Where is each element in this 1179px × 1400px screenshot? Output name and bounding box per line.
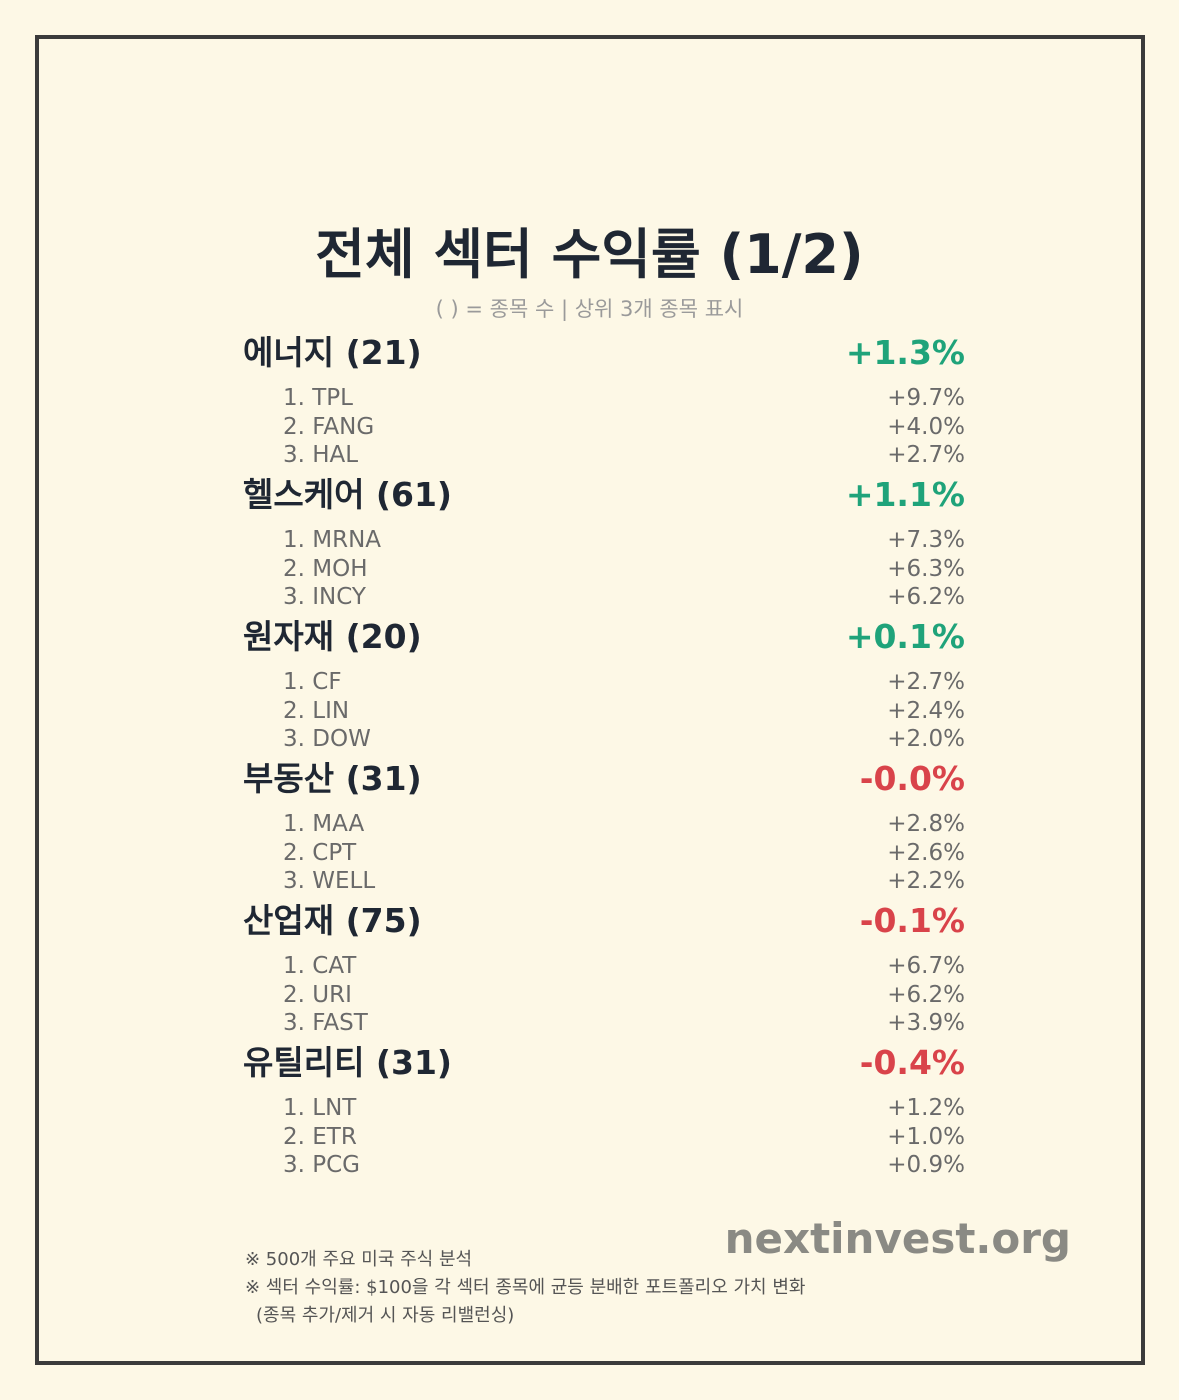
sector-name: 부동산 (31) xyxy=(243,759,422,798)
stock-return: +6.7% xyxy=(887,953,965,979)
sector-name: 에너지 (21) xyxy=(243,333,422,372)
stock-return: +1.2% xyxy=(887,1095,965,1121)
stock-label: 3. HAL xyxy=(283,442,359,468)
stock-return: +3.9% xyxy=(887,1010,965,1036)
stock-label: 2. CPT xyxy=(283,839,357,866)
stock-label: 3. DOW xyxy=(283,726,371,752)
title: 전체 섹터 수익률 (1/2) xyxy=(315,223,864,286)
sector-return: +1.3% xyxy=(845,333,965,372)
sector-name: 유틸리티 (31) xyxy=(243,1043,453,1082)
stock-label: 1. CF xyxy=(283,669,342,695)
stock-return: +2.8% xyxy=(887,811,965,837)
sector-name: 헬스케어 (61) xyxy=(243,475,453,514)
sector-return: -0.4% xyxy=(859,1043,965,1082)
stock-label: 3. WELL xyxy=(283,868,376,894)
stock-label: 1. MRNA xyxy=(283,527,382,553)
stock-label: 1. LNT xyxy=(283,1095,357,1121)
stock-return: +1.0% xyxy=(887,1123,965,1150)
stock-return: +4.0% xyxy=(887,413,965,440)
stock-return: +6.3% xyxy=(887,555,965,582)
stock-label: 1. CAT xyxy=(283,953,357,979)
stock-label: 2. LIN xyxy=(283,697,350,724)
sector-name: 산업재 (75) xyxy=(243,901,422,940)
sector-return: +0.1% xyxy=(845,617,965,656)
stock-return: +6.2% xyxy=(887,584,965,610)
footnote: ※ 섹터 수익률: $100을 각 섹터 종목에 균등 분배한 포트폴리오 가치… xyxy=(245,1277,806,1298)
sector-return: -0.1% xyxy=(859,901,965,940)
frame xyxy=(35,35,1145,1365)
stock-return: +2.7% xyxy=(887,669,965,695)
stock-return: +2.2% xyxy=(887,868,965,894)
stock-label: 3. INCY xyxy=(283,584,366,610)
stock-label: 1. MAA xyxy=(283,811,365,837)
stock-return: +0.9% xyxy=(887,1152,965,1178)
stock-return: +9.7% xyxy=(887,385,965,411)
stock-label: 2. URI xyxy=(283,981,352,1008)
brand: nextinvest.org xyxy=(724,1214,1071,1263)
stock-label: 2. FANG xyxy=(283,413,375,440)
stock-return: +2.6% xyxy=(887,839,965,866)
stock-return: +6.2% xyxy=(887,981,965,1008)
footnote: (종목 추가/제거 시 자동 리밸런싱) xyxy=(256,1305,515,1326)
stock-label: 1. TPL xyxy=(283,385,353,411)
stock-return: +2.0% xyxy=(887,726,965,752)
stock-return: +7.3% xyxy=(887,527,965,553)
stock-return: +2.4% xyxy=(887,697,965,724)
stock-label: 2. MOH xyxy=(283,555,368,582)
stock-return: +2.7% xyxy=(887,442,965,468)
sector-return: +1.1% xyxy=(845,475,965,514)
stock-label: 3. PCG xyxy=(283,1152,361,1178)
footnote: ※ 500개 주요 미국 주식 분석 xyxy=(245,1249,473,1270)
sector-name: 원자재 (20) xyxy=(243,617,422,656)
subtitle: ( ) = 종목 수 | 상위 3개 종목 표시 xyxy=(435,297,744,321)
stock-label: 3. FAST xyxy=(283,1010,368,1036)
sector-return: -0.0% xyxy=(859,759,965,798)
stock-label: 2. ETR xyxy=(283,1123,357,1150)
